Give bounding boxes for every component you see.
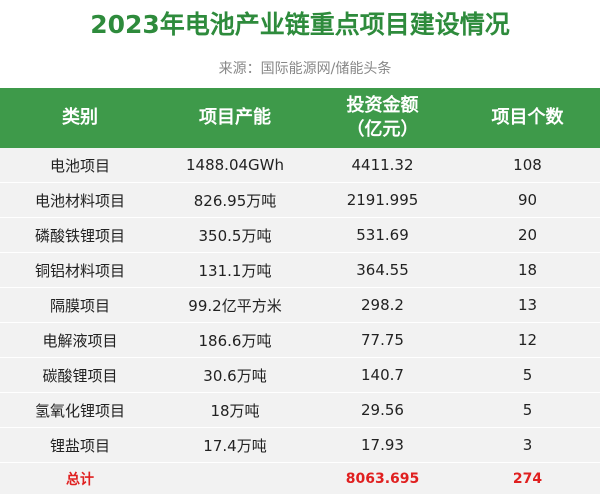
table-cell: 电解液项目 bbox=[0, 322, 160, 358]
total-cell: 总计 bbox=[0, 462, 160, 495]
table-cell: 磷酸铁锂项目 bbox=[0, 217, 160, 253]
column-header-text: 项目产能 bbox=[199, 107, 271, 128]
title: 2023年电池产业链重点项目建设情况 bbox=[90, 10, 510, 39]
table-cell: 隔膜项目 bbox=[0, 287, 160, 323]
table-row: 氢氧化锂项目 18万吨 29.56 5 bbox=[0, 392, 600, 428]
table-cell bbox=[160, 462, 310, 495]
data-table: 类别 项目产能 投资金额（亿元） 项目个数 电池项目 1488.04GWh 4411.32… bbox=[0, 88, 600, 495]
table-cell: 30.6万吨 bbox=[160, 357, 310, 393]
table-cell: 17.93 bbox=[310, 427, 455, 463]
table-cell: 364.55 bbox=[310, 252, 455, 288]
column-header: 投资金额（亿元） bbox=[310, 88, 455, 148]
table-row: 隔膜项目 99.2亿平方米 298.2 13 bbox=[0, 287, 600, 323]
column-header: 项目产能 bbox=[160, 88, 310, 148]
table-cell: 4411.32 bbox=[310, 148, 455, 183]
table-cell: 77.75 bbox=[310, 322, 455, 358]
column-header-text: 投资金额（亿元） bbox=[346, 95, 419, 140]
table-cell: 298.2 bbox=[310, 287, 455, 323]
column-header-text: 项目个数 bbox=[491, 107, 564, 128]
table-row: 电解液项目 186.6万吨 77.75 12 bbox=[0, 322, 600, 358]
source: 来源：国际能源网/储能头条 bbox=[218, 61, 392, 77]
table-row: 电池材料项目 826.95万吨 2191.995 90 bbox=[0, 182, 600, 218]
table-cell: 90 bbox=[455, 182, 600, 218]
table-cell: 350.5万吨 bbox=[160, 217, 310, 253]
total-cell: 8063.695 bbox=[310, 462, 455, 495]
table-row: 电池项目 1488.04GWh 4411.32 108 bbox=[0, 148, 600, 183]
table-cell: 140.7 bbox=[310, 357, 455, 393]
table-cell: 铜铝材料项目 bbox=[0, 252, 160, 288]
table-cell: 17.4万吨 bbox=[160, 427, 310, 463]
table-cell: 20 bbox=[455, 217, 600, 253]
total-row: 总计 8063.695 274 bbox=[0, 462, 600, 495]
table-row: 锂盐项目 17.4万吨 17.93 3 bbox=[0, 427, 600, 463]
table-cell: 电池材料项目 bbox=[0, 182, 160, 218]
table-row: 碳酸锂项目 30.6万吨 140.7 5 bbox=[0, 357, 600, 393]
table-row: 铜铝材料项目 131.1万吨 364.55 18 bbox=[0, 252, 600, 288]
table-cell: 5 bbox=[455, 357, 600, 393]
column-header-text: 类别 bbox=[62, 107, 98, 128]
table-cell: 氢氧化锂项目 bbox=[0, 392, 160, 428]
table-cell: 131.1万吨 bbox=[160, 252, 310, 288]
table-cell: 826.95万吨 bbox=[160, 182, 310, 218]
table-row: 磷酸铁锂项目 350.5万吨 531.69 20 bbox=[0, 217, 600, 253]
table-cell: 108 bbox=[455, 148, 600, 183]
table-cell: 碳酸锂项目 bbox=[0, 357, 160, 393]
total-cell: 274 bbox=[455, 462, 600, 495]
table-body: 电池项目 1488.04GWh 4411.32 108 电池材料项目 826.95万吨 21… bbox=[0, 148, 600, 495]
table-cell: 18 bbox=[455, 252, 600, 288]
table-cell: 531.69 bbox=[310, 217, 455, 253]
table-cell: 186.6万吨 bbox=[160, 322, 310, 358]
table-cell: 3 bbox=[455, 427, 600, 463]
table-cell: 13 bbox=[455, 287, 600, 323]
table-cell: 99.2亿平方米 bbox=[160, 287, 310, 323]
table-cell: 29.56 bbox=[310, 392, 455, 428]
table-cell: 电池项目 bbox=[0, 148, 160, 183]
table-cell: 5 bbox=[455, 392, 600, 428]
table-cell: 1488.04GWh bbox=[160, 148, 310, 183]
header-row: 类别 项目产能 投资金额（亿元） 项目个数 bbox=[0, 88, 600, 148]
table-cell: 2191.995 bbox=[310, 182, 455, 218]
column-header: 类别 bbox=[0, 88, 160, 148]
table-cell: 18万吨 bbox=[160, 392, 310, 428]
table-cell: 12 bbox=[455, 322, 600, 358]
table-cell: 锂盐项目 bbox=[0, 427, 160, 463]
column-header: 项目个数 bbox=[455, 88, 600, 148]
